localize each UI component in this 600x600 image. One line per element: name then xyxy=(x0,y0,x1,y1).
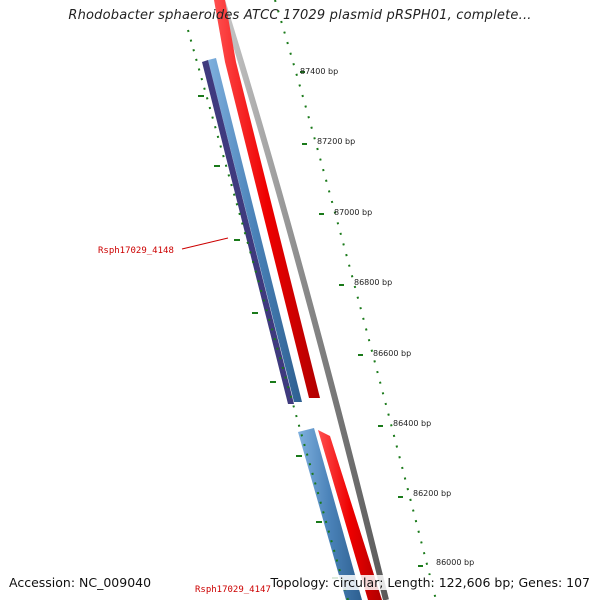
cds-forward-1[interactable] xyxy=(214,0,320,398)
genome-summary-text: Topology: circular; Length: 122,606 bp; … xyxy=(270,575,590,590)
cds-reverse-1[interactable] xyxy=(208,58,302,402)
gene-label[interactable]: Rsph17029_4147 xyxy=(195,585,271,595)
gene-label[interactable]: Rsph17029_4148 xyxy=(98,246,174,256)
outer-tick-track xyxy=(274,0,437,600)
map-title: Rhodobacter sphaeroides ATCC 17029 plasm… xyxy=(68,8,532,23)
cds-reverse-2[interactable] xyxy=(298,428,362,600)
gene-reverse-1[interactable] xyxy=(202,60,294,404)
cds-forward-2[interactable] xyxy=(318,430,382,600)
ruler-ticks xyxy=(198,71,423,579)
accession-text: Accession: NC_009040 xyxy=(9,575,152,590)
tick-label: 86800 bp xyxy=(354,278,392,287)
tick-label: 86000 bp xyxy=(436,558,474,567)
tick-label: 87400 bp xyxy=(300,67,338,76)
tick-label: 87000 bp xyxy=(334,208,372,217)
tick-label: 86600 bp xyxy=(373,349,411,358)
gene-label-leader xyxy=(181,237,229,250)
tick-label: 87200 bp xyxy=(317,137,355,146)
tick-label: 86200 bp xyxy=(413,489,451,498)
tick-label: 86400 bp xyxy=(393,419,431,428)
backbone-track xyxy=(219,0,389,600)
